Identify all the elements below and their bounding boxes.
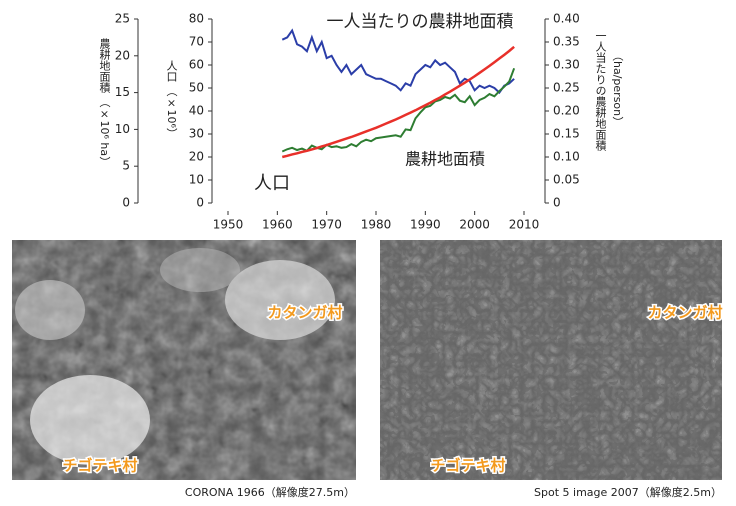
y2-tick-label: 0.20 <box>553 104 580 118</box>
y3-tick-label: 80 <box>189 12 204 26</box>
x-tick-label: 1950 <box>213 218 244 232</box>
y3-tick-label: 40 <box>189 104 204 118</box>
y3-tick-label: 30 <box>189 127 204 141</box>
y-axis-label: 農耕地面積 （×10⁶ ha） <box>98 37 111 167</box>
y3-tick-label: 20 <box>189 150 204 164</box>
village-label: チゴテキ村 <box>62 457 137 475</box>
village-label: チゴテキ村 <box>430 457 505 475</box>
y2-tick-label: 0.25 <box>553 81 580 95</box>
figure: カタンガ村 チゴテキ村 カタンガ村 チゴテキ村 CORONA 1966（解像度2… <box>0 0 736 502</box>
x-tick-label: 1990 <box>410 218 441 232</box>
y3-tick-label: 50 <box>189 81 204 95</box>
village-label: カタンガ村 <box>267 304 342 322</box>
series-line <box>282 47 514 157</box>
satellite-image-2007 <box>380 240 722 480</box>
y3-tick-label: 10 <box>189 173 204 187</box>
series-label: 農耕地面積 <box>405 150 485 169</box>
village-label: カタンガ村 <box>647 304 722 322</box>
y2-tick-label: 0 <box>553 196 561 210</box>
y-tick-label: 25 <box>115 12 130 26</box>
series-line <box>282 31 514 93</box>
y3-tick-label: 70 <box>189 35 204 49</box>
y-tick-label: 20 <box>115 48 130 62</box>
y2-tick-label: 0.15 <box>553 127 580 141</box>
y-tick-label: 5 <box>122 159 130 173</box>
y3-tick-label: 0 <box>196 196 204 210</box>
y-tick-label: 10 <box>115 122 130 136</box>
series-line <box>282 68 514 151</box>
y2-tick-label: 0.40 <box>553 12 580 26</box>
y-tick-label: 0 <box>122 196 130 210</box>
y3-tick-label: 60 <box>189 58 204 72</box>
y2-tick-label: 0.30 <box>553 58 580 72</box>
y2-tick-label: 0.10 <box>553 150 580 164</box>
image-caption: CORONA 1966（解像度27.5m） <box>185 485 355 499</box>
x-tick-label: 2000 <box>459 218 490 232</box>
image-caption: Spot 5 image 2007（解像度2.5m） <box>534 485 722 499</box>
series-label: 人口 <box>254 173 290 194</box>
satellite-image-1966 <box>12 240 356 480</box>
series-label: 一人当たりの農耕地面積 <box>327 12 514 32</box>
x-tick-label: 1960 <box>262 218 293 232</box>
y2-tick-label: 0.35 <box>553 35 580 49</box>
y2-axis-label: 一人当たりの農耕地面積 <box>594 30 607 152</box>
x-tick-label: 1980 <box>361 218 392 232</box>
y2-tick-label: 0.05 <box>553 173 580 187</box>
y-tick-label: 15 <box>115 85 130 99</box>
x-tick-label: 1970 <box>311 218 342 232</box>
y2-axis-label: （ha/person） <box>611 50 624 127</box>
x-tick-label: 2010 <box>509 218 540 232</box>
y3-axis-label: 人口 （×10⁶） <box>165 60 178 139</box>
